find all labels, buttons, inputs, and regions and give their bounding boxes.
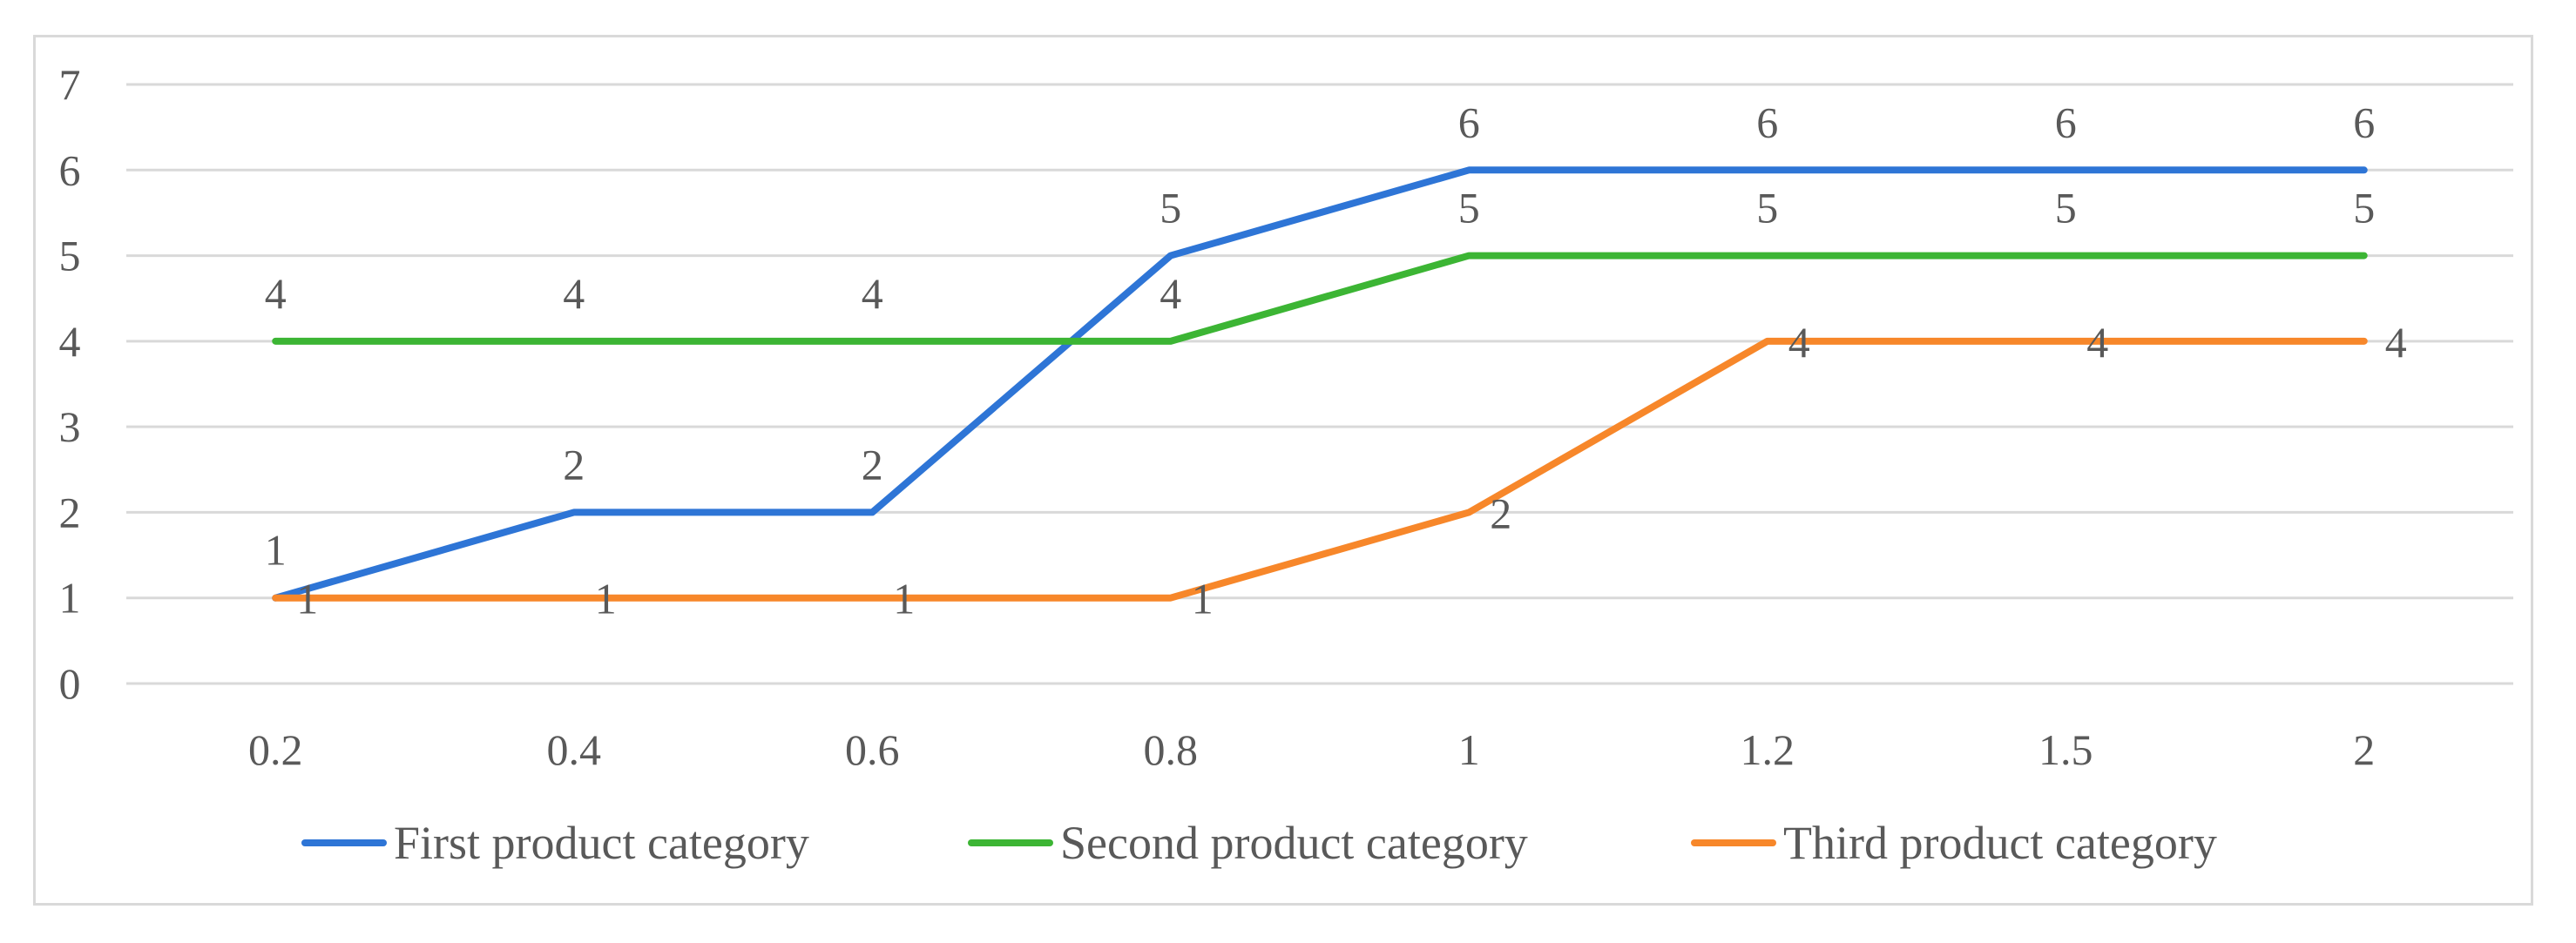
data-label-series-3: 1	[595, 575, 617, 623]
legend-label-2: Second product category	[1060, 817, 1528, 869]
x-tick-label: 2	[2353, 725, 2375, 774]
data-label-series-1: 6	[1458, 98, 1480, 146]
data-label-series-3: 1	[1192, 575, 1214, 623]
x-tick-label: 1	[1458, 725, 1480, 774]
data-label-series-3: 1	[893, 575, 915, 623]
y-tick-label: 4	[59, 317, 81, 366]
series-line-3	[272, 337, 2368, 602]
y-tick-label: 5	[59, 232, 81, 280]
x-tick-label: 0.6	[845, 725, 900, 774]
data-label-series-3: 2	[1490, 488, 1511, 537]
data-label-series-2: 5	[1458, 184, 1480, 232]
data-label-series-1: 5	[1160, 184, 1181, 232]
series-line-1	[272, 166, 2368, 602]
y-tick-label: 6	[59, 145, 81, 194]
series-line-2	[272, 252, 2368, 345]
x-axis-tick-labels: 0.2 0.4 0.6 0.8 1 1.2 1.5 2	[248, 725, 2375, 774]
data-label-series-2: 4	[862, 269, 883, 318]
data-label-series-3: 4	[2086, 318, 2108, 367]
data-labels: 12 256 6 6 64 4 4 45 5 5 51 1 1 124 4 4	[265, 98, 2407, 623]
x-tick-label: 0.2	[248, 725, 303, 774]
data-label-series-2: 4	[1160, 269, 1181, 318]
y-axis-tick-labels: 0 1 2 3 4 5 6 7	[59, 60, 81, 708]
x-tick-label: 1.5	[2038, 725, 2093, 774]
series-lines	[272, 166, 2368, 602]
data-label-series-1: 6	[2353, 98, 2375, 146]
data-label-series-1: 1	[265, 526, 287, 575]
y-tick-label: 1	[59, 574, 81, 623]
legend-label-3: Third product category	[1783, 817, 2217, 869]
data-label-series-1: 2	[563, 440, 585, 488]
data-label-series-1: 6	[2055, 98, 2077, 146]
data-label-series-2: 5	[2353, 184, 2375, 232]
y-tick-label: 2	[59, 488, 81, 536]
y-tick-label: 7	[59, 60, 81, 109]
data-label-series-3: 4	[2385, 318, 2407, 367]
legend-label-1: First product category	[394, 817, 809, 869]
x-tick-label: 1.2	[1741, 725, 1795, 774]
data-label-series-2: 5	[1756, 184, 1778, 232]
gridlines	[126, 83, 2513, 685]
data-label-series-2: 5	[2055, 184, 2077, 232]
data-label-series-2: 4	[265, 269, 287, 318]
data-label-series-2: 4	[563, 269, 585, 318]
data-label-series-1: 2	[862, 440, 883, 488]
data-label-series-1: 6	[1756, 98, 1778, 146]
y-tick-label: 0	[59, 659, 81, 708]
x-tick-label: 0.8	[1144, 725, 1199, 774]
legend: First product category Second product cat…	[301, 817, 2217, 869]
data-label-series-3: 4	[1788, 318, 1810, 367]
y-tick-label: 3	[59, 402, 81, 451]
chart-frame	[33, 35, 2533, 906]
data-label-series-3: 1	[296, 575, 318, 623]
x-tick-label: 0.4	[547, 725, 602, 774]
